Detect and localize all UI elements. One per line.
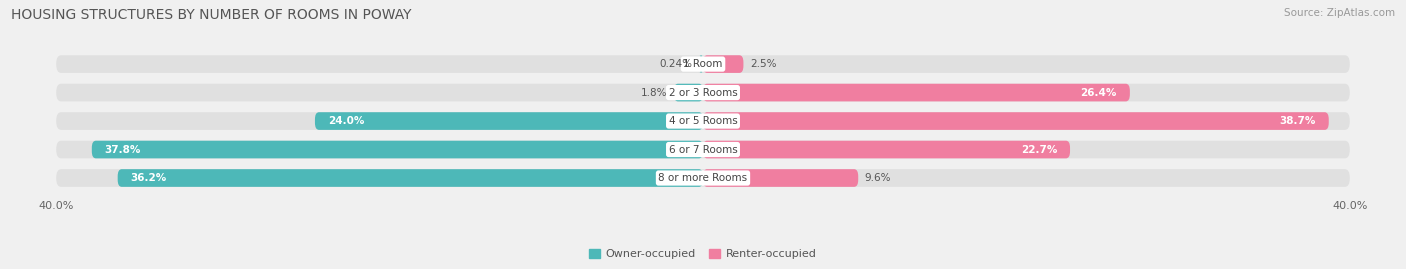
Text: 4 or 5 Rooms: 4 or 5 Rooms xyxy=(669,116,737,126)
Text: 6 or 7 Rooms: 6 or 7 Rooms xyxy=(669,144,737,154)
Text: 8 or more Rooms: 8 or more Rooms xyxy=(658,173,748,183)
FancyBboxPatch shape xyxy=(118,169,703,187)
Text: 22.7%: 22.7% xyxy=(1021,144,1057,154)
FancyBboxPatch shape xyxy=(56,55,1350,73)
FancyBboxPatch shape xyxy=(673,84,703,101)
FancyBboxPatch shape xyxy=(703,84,1130,101)
FancyBboxPatch shape xyxy=(56,141,1350,158)
FancyBboxPatch shape xyxy=(91,141,703,158)
Text: 2.5%: 2.5% xyxy=(749,59,776,69)
Text: 24.0%: 24.0% xyxy=(328,116,364,126)
Legend: Owner-occupied, Renter-occupied: Owner-occupied, Renter-occupied xyxy=(585,244,821,264)
Text: 2 or 3 Rooms: 2 or 3 Rooms xyxy=(669,88,737,98)
FancyBboxPatch shape xyxy=(703,141,1070,158)
FancyBboxPatch shape xyxy=(56,112,1350,130)
FancyBboxPatch shape xyxy=(703,169,858,187)
Text: 26.4%: 26.4% xyxy=(1081,88,1116,98)
Text: 0.24%: 0.24% xyxy=(659,59,693,69)
FancyBboxPatch shape xyxy=(315,112,703,130)
FancyBboxPatch shape xyxy=(703,112,1329,130)
Text: 37.8%: 37.8% xyxy=(104,144,141,154)
Text: 38.7%: 38.7% xyxy=(1279,116,1316,126)
FancyBboxPatch shape xyxy=(56,169,1350,187)
FancyBboxPatch shape xyxy=(703,55,744,73)
FancyBboxPatch shape xyxy=(56,84,1350,101)
FancyBboxPatch shape xyxy=(699,55,703,73)
Text: 1.8%: 1.8% xyxy=(641,88,668,98)
Text: Source: ZipAtlas.com: Source: ZipAtlas.com xyxy=(1284,8,1395,18)
Text: 1 Room: 1 Room xyxy=(683,59,723,69)
Text: 36.2%: 36.2% xyxy=(131,173,167,183)
Text: HOUSING STRUCTURES BY NUMBER OF ROOMS IN POWAY: HOUSING STRUCTURES BY NUMBER OF ROOMS IN… xyxy=(11,8,412,22)
Text: 9.6%: 9.6% xyxy=(865,173,891,183)
